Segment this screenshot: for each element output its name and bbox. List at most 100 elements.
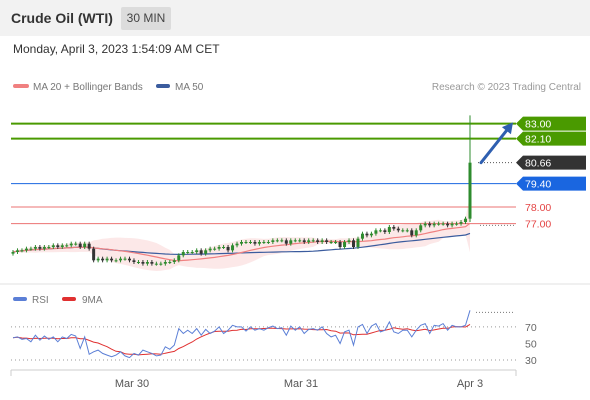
credit-label: Research © 2023 Trading Central xyxy=(432,82,581,93)
bb-legend-swatch xyxy=(13,84,29,88)
candle-body xyxy=(428,223,432,226)
candle-body xyxy=(352,240,356,247)
rsi-line xyxy=(12,310,471,359)
candle-body xyxy=(119,258,123,261)
candle-body xyxy=(127,258,131,261)
rsi-layer: 70 50 30 xyxy=(11,310,537,367)
resistance-level-tag xyxy=(516,116,586,131)
candle-body xyxy=(105,258,109,261)
candle-body xyxy=(302,240,306,242)
candle-body xyxy=(132,260,136,262)
candle-body xyxy=(154,263,158,265)
candle-body xyxy=(51,245,55,247)
candle-body xyxy=(284,240,288,244)
candle-body xyxy=(410,230,414,236)
support-level-label: 78.00 xyxy=(525,202,551,214)
bb-legend-label: MA 20 + Bollinger Bands xyxy=(33,82,143,93)
candle-body xyxy=(123,258,127,260)
candle-body xyxy=(257,242,261,244)
candle-body xyxy=(374,230,378,234)
candle-body xyxy=(419,225,423,231)
candle-body xyxy=(325,240,329,242)
pivot-level-tag xyxy=(516,176,586,191)
last-level-tag xyxy=(516,155,586,170)
candle-body xyxy=(347,240,351,242)
candle-body xyxy=(275,240,279,242)
candle-body xyxy=(369,233,373,236)
rsi-tick-label: 30 xyxy=(525,355,537,367)
rsi-ma-legend-swatch xyxy=(62,297,76,301)
candle-body xyxy=(47,247,51,248)
candle-body xyxy=(136,262,140,263)
candle-body xyxy=(320,240,324,242)
support-level-label: 77.00 xyxy=(525,219,551,231)
candle-body xyxy=(42,247,46,249)
candle-body xyxy=(235,243,239,246)
rsi-ma-legend-label: 9MA xyxy=(82,295,103,306)
candle-body xyxy=(226,247,230,251)
candle-body xyxy=(159,263,163,265)
x-axis: Mar 30 Mar 31 Apr 3 xyxy=(10,369,517,390)
candle-body xyxy=(414,230,418,236)
candle-body xyxy=(248,242,252,243)
candle-body xyxy=(280,240,284,242)
candle-body xyxy=(15,250,19,252)
candle-body xyxy=(464,218,468,222)
x-tick-label: Mar 30 xyxy=(115,378,149,390)
chart-header: Crude Oil (WTI) 30 MIN xyxy=(0,0,590,36)
candle-body xyxy=(316,240,320,242)
candle-body xyxy=(195,250,199,252)
candle-body xyxy=(163,262,167,264)
candle-body xyxy=(423,223,427,226)
candle-body xyxy=(262,242,266,243)
resistance-level-label: 83.00 xyxy=(525,119,551,131)
candle-body xyxy=(383,230,387,232)
candle-body xyxy=(405,230,409,232)
candle-body xyxy=(329,242,333,243)
candle-body xyxy=(360,233,364,239)
pivot-level-label: 79.40 xyxy=(525,179,551,191)
candle-body xyxy=(114,260,118,262)
candle-body xyxy=(96,258,100,261)
candle-body xyxy=(387,227,391,232)
candle-body xyxy=(441,223,445,225)
candle-body xyxy=(33,247,37,249)
candle-body xyxy=(204,250,208,254)
resistance-level-label: 82.10 xyxy=(525,134,551,146)
candle-body xyxy=(338,242,342,247)
rsi-legend-label: RSI xyxy=(32,295,49,306)
candle-body xyxy=(168,262,172,263)
candle-body xyxy=(208,248,212,251)
candle-body xyxy=(190,252,194,253)
last-level-label: 80.66 xyxy=(525,158,551,170)
candle-body xyxy=(213,248,217,250)
candle-body xyxy=(468,162,472,219)
candle-body xyxy=(289,240,293,244)
candle-body xyxy=(29,248,33,250)
candle-body xyxy=(181,252,185,256)
candle-body xyxy=(334,242,338,243)
candle-body xyxy=(186,252,190,253)
candle-body xyxy=(396,228,400,231)
price-layer: 83.00 82.10 80.66 79.40 78.00 77.00 xyxy=(11,115,586,271)
instrument-title: Crude Oil (WTI) xyxy=(11,10,113,26)
candle-body xyxy=(87,243,91,249)
candle-body xyxy=(455,223,459,225)
candle-body xyxy=(78,243,82,247)
timeframe-badge[interactable]: 30 MIN xyxy=(121,7,171,30)
candle-body xyxy=(101,258,105,261)
candle-body xyxy=(38,247,42,249)
resistance-level-tag xyxy=(516,131,586,146)
candle-body xyxy=(231,245,235,251)
candle-body xyxy=(145,262,149,264)
candle-body xyxy=(271,240,275,242)
x-tick-label: Apr 3 xyxy=(457,378,483,390)
candle-body xyxy=(459,222,463,224)
candle-body xyxy=(311,240,315,242)
candle-body xyxy=(244,242,248,243)
rsi-tick-label: 50 xyxy=(525,338,537,350)
candle-body xyxy=(401,230,405,232)
candle-body xyxy=(437,223,441,225)
candle-body xyxy=(378,230,382,232)
